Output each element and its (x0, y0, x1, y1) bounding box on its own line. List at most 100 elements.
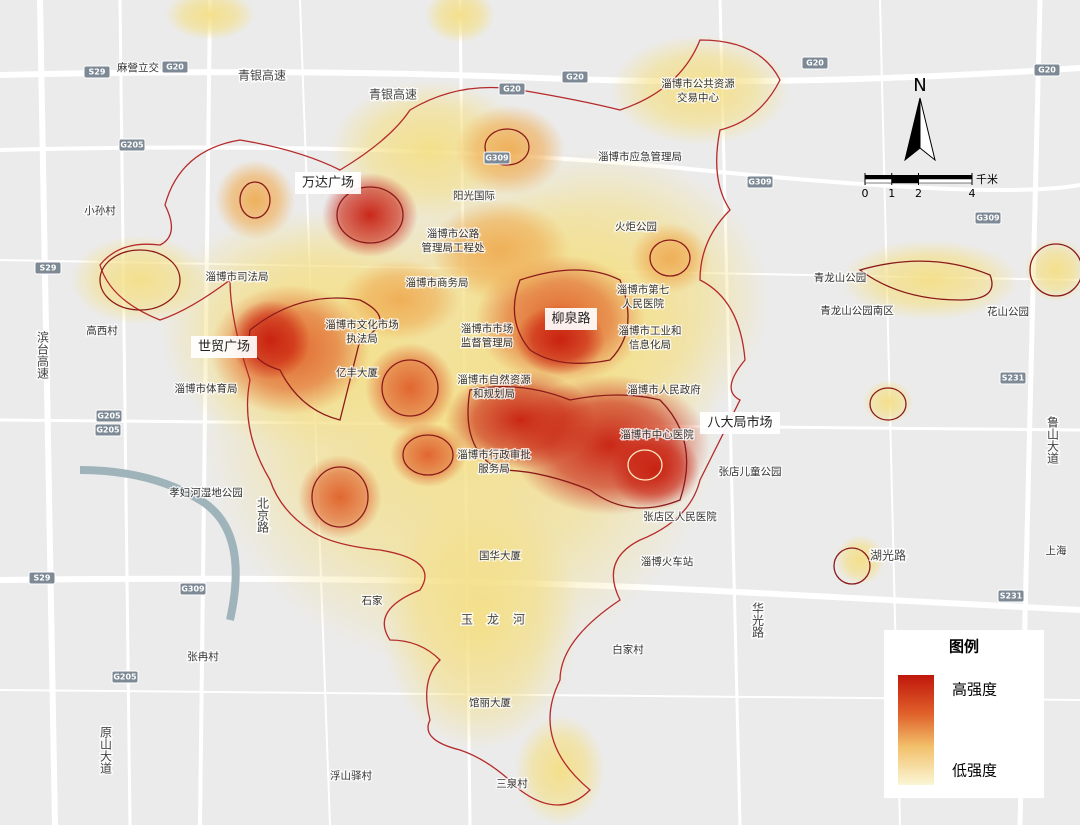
road-label: 北京路 (256, 497, 270, 534)
area-label: 万达广场 (302, 176, 354, 191)
place-label: 上海 (1046, 544, 1068, 557)
place-label: 白家村 (612, 643, 644, 656)
place-label: 淄博市人民政府 (627, 383, 701, 396)
place-label: 执法局 (346, 332, 378, 345)
road-shield (999, 371, 1027, 385)
scale-tick-label: 1 (888, 187, 895, 200)
area-label-box (700, 412, 780, 434)
heat-blob (1024, 238, 1080, 302)
road-shield-label: G205 (97, 412, 121, 421)
road-shield-label: G205 (96, 426, 120, 435)
road-label: 青银高速 (238, 68, 286, 83)
place-label: 青龙山公园 (814, 271, 867, 284)
place-label: 馆丽大厦 (469, 696, 511, 709)
road-shield-label: G309 (181, 585, 205, 594)
heat-blob (298, 455, 382, 539)
place-label: 淄博市公路 (427, 227, 480, 240)
road-label: 玉龙河 (461, 613, 539, 627)
place-label: 人民医院 (622, 297, 664, 310)
heat-blob (70, 235, 210, 325)
inner-contours (99, 128, 1080, 585)
area-label: 八大局市场 (707, 415, 772, 431)
legend-low: 低强度 (952, 762, 997, 780)
road-shield-label: S29 (34, 574, 51, 583)
place-label: 花山公园 (987, 305, 1029, 318)
place-label: 石家 (362, 594, 383, 607)
scale-tick-label: 0 (862, 187, 869, 200)
road-shield-label: G20 (1038, 66, 1056, 75)
heat-blob (455, 105, 565, 195)
heat-blob (165, 0, 255, 40)
scale-tick-label: 4 (969, 187, 976, 200)
road-shield (111, 670, 139, 684)
road-shield-label: G20 (806, 59, 824, 68)
north-label: N (913, 75, 926, 96)
road-shield-label: G205 (113, 673, 137, 682)
area-label: 世贸广场 (198, 340, 250, 355)
heat-blob (630, 223, 710, 293)
road-label: 华光路 (751, 602, 765, 639)
heat-blob (215, 160, 295, 240)
place-label: 交易中心 (677, 91, 719, 104)
place-label: 高西村 (86, 324, 118, 337)
heat-blob (390, 423, 466, 487)
place-label: 服务局 (478, 462, 510, 475)
place-label: 淄博市商务局 (406, 276, 469, 289)
road-shield-label: G20 (566, 73, 584, 82)
place-label: 张店区人民医院 (643, 510, 717, 523)
road-shield (179, 582, 207, 596)
road-shield-label: S29 (89, 68, 106, 77)
legend-high: 高强度 (952, 681, 997, 699)
legend: 图例 高强度 低强度 (884, 630, 1044, 798)
road-label: 鲁山大道 (1046, 416, 1060, 464)
area-label-box (545, 308, 597, 330)
heat-blob (380, 490, 580, 750)
road-shield-label: S231 (1000, 592, 1023, 601)
heat-blob (610, 430, 700, 510)
place-label: 淄博市体育局 (175, 382, 238, 395)
road-shield (34, 261, 62, 275)
place-label: 张店儿童公园 (719, 465, 782, 478)
road-shield-label: G309 (976, 214, 1000, 223)
north-arrow: N (904, 75, 936, 162)
area-label-box (295, 172, 361, 194)
road-shield (746, 175, 774, 189)
place-label: 淄博市应急管理局 (598, 150, 682, 163)
road-shield (997, 589, 1025, 603)
place-label: 淄博市公共资源 (661, 77, 735, 90)
place-label: 三泉村 (496, 777, 528, 790)
road-shield (95, 409, 123, 423)
heat-blob (610, 35, 790, 145)
road-shield-label: G309 (485, 154, 509, 163)
road-shield (974, 211, 1002, 225)
place-label: 小孙村 (84, 204, 116, 217)
place-label: 国华大厦 (479, 549, 521, 562)
road-label: 湖光路 (870, 548, 906, 563)
heat-blob (340, 260, 460, 340)
heat-blob (863, 380, 913, 424)
road-shield (118, 138, 146, 152)
heat-blob (365, 343, 455, 433)
road-shield (483, 151, 511, 165)
legend-gradient (898, 675, 934, 785)
heat-blob (230, 300, 310, 380)
place-label: 麻營立交 (117, 61, 159, 74)
road-label: 原山大道 (99, 726, 113, 774)
heat-blob (835, 535, 885, 585)
place-label: 淄博市行政审批 (457, 448, 531, 461)
scale-segment (865, 175, 892, 179)
place-label: 淄博市市场 (461, 322, 514, 335)
place-label: 监督管理局 (461, 336, 514, 349)
road-shield (561, 70, 589, 84)
road-label: 滨台高速 (36, 330, 50, 379)
area-label: 柳泉路 (551, 311, 590, 327)
road-shield (161, 60, 189, 74)
scale-segment (891, 178, 919, 184)
scale-tick-label: 2 (915, 187, 922, 200)
place-label: 信息化局 (629, 338, 671, 351)
road-shield-label: G205 (120, 141, 144, 150)
place-label: 淄博市第七 (617, 283, 670, 296)
road-label: 青银高速 (369, 87, 417, 102)
road-shield-label: S29 (40, 264, 57, 273)
